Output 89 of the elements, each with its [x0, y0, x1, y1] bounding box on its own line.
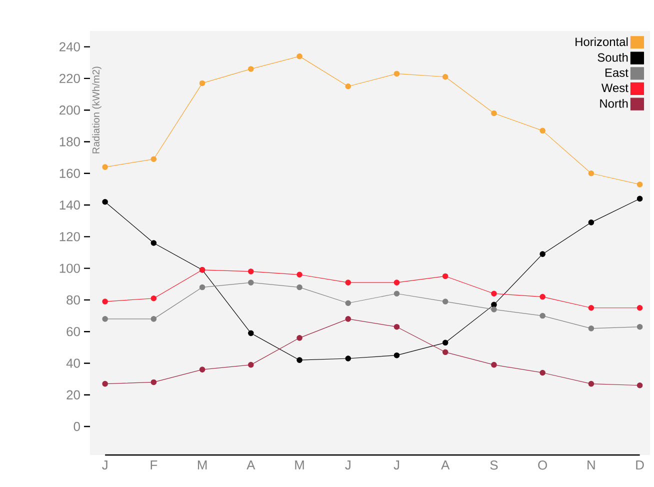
x-tick-label: D — [636, 460, 644, 470]
x-tick-label: A — [246, 460, 256, 470]
point — [394, 70, 400, 77]
point — [491, 362, 497, 368]
point — [150, 379, 157, 386]
point — [636, 182, 643, 188]
point — [199, 80, 206, 86]
point — [345, 280, 352, 286]
y-tick-label: 20 — [66, 390, 80, 400]
point — [636, 196, 643, 202]
point — [248, 330, 254, 336]
point — [102, 164, 108, 170]
y-tick-label: 40 — [66, 358, 80, 368]
point — [588, 170, 594, 176]
point — [150, 156, 157, 162]
x-tick-label: J — [394, 460, 400, 470]
point — [394, 280, 400, 286]
y-tick-label: 160 — [60, 168, 80, 178]
point — [491, 306, 497, 312]
point — [394, 324, 400, 330]
point — [102, 316, 108, 322]
legend-label: South — [598, 52, 628, 62]
point — [491, 110, 497, 116]
y-tick-label: 240 — [60, 42, 80, 52]
point — [442, 340, 448, 346]
x-tick-label: A — [441, 460, 450, 470]
point — [442, 273, 448, 280]
legend-label: Horizontal — [576, 37, 628, 46]
point — [150, 240, 157, 246]
x-tick-label: J — [102, 460, 108, 470]
x-tick-label: S — [490, 460, 498, 470]
point — [102, 198, 108, 205]
point — [296, 335, 302, 341]
y-axis-title: Radiation (kWh/m2) — [92, 66, 102, 154]
point — [345, 83, 352, 90]
y-tick-label: 0 — [74, 422, 80, 432]
point — [588, 220, 594, 226]
point — [248, 362, 254, 368]
point — [394, 290, 400, 297]
point — [248, 268, 254, 274]
point — [248, 66, 254, 72]
point — [540, 294, 546, 300]
x-tick-label: O — [538, 460, 547, 470]
y-tick-label: 180 — [60, 137, 80, 146]
point — [442, 298, 448, 304]
y-tick-label: 80 — [66, 295, 80, 305]
legend-label: East — [605, 68, 628, 77]
point — [345, 316, 352, 322]
point — [491, 302, 497, 308]
x-tick-label: M — [295, 460, 304, 470]
point — [150, 295, 157, 302]
y-tick-label: 60 — [66, 327, 80, 336]
point — [491, 290, 497, 297]
point — [248, 280, 254, 286]
y-tick-label: 220 — [60, 74, 80, 84]
y-tick-label: 140 — [60, 200, 80, 210]
point — [296, 284, 302, 290]
point — [540, 128, 546, 134]
point — [588, 380, 594, 387]
point — [150, 316, 157, 322]
point — [102, 298, 108, 304]
point — [345, 356, 352, 362]
legend-label: North — [600, 99, 628, 108]
y-tick-label: 200 — [60, 106, 80, 115]
point — [296, 53, 302, 60]
point — [588, 304, 594, 311]
point — [296, 272, 302, 278]
point — [296, 357, 302, 363]
point — [345, 300, 352, 306]
x-tick-label: N — [588, 460, 595, 470]
point — [588, 326, 594, 332]
point — [636, 304, 643, 311]
y-tick-label: 100 — [60, 264, 80, 273]
x-tick-label: J — [345, 460, 350, 470]
point — [442, 349, 448, 356]
point — [540, 251, 546, 257]
point — [540, 370, 546, 376]
point — [394, 352, 400, 358]
point — [199, 366, 206, 372]
y-tick-label: 120 — [60, 232, 80, 242]
legend-label: West — [601, 84, 628, 92]
point — [442, 74, 448, 80]
point — [540, 312, 546, 319]
point — [102, 380, 108, 387]
point — [636, 324, 643, 330]
x-tick-label: M — [198, 460, 207, 470]
point — [636, 382, 643, 388]
point — [199, 284, 206, 290]
x-tick-label: F — [150, 460, 158, 470]
